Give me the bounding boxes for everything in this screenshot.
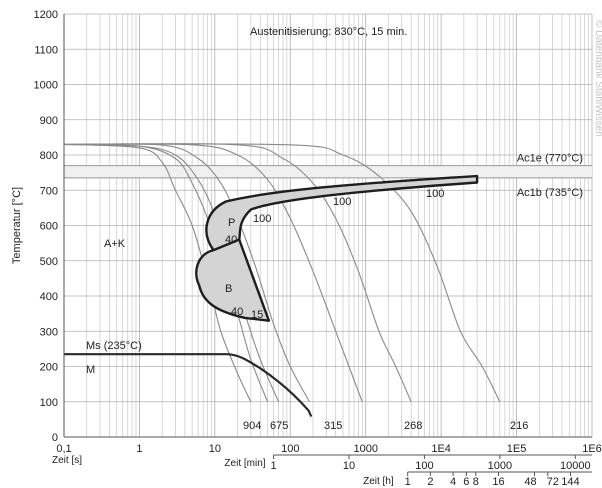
x-tick-label-s: 10: [209, 443, 221, 455]
annotation-label: 15: [251, 309, 263, 321]
chart-title: Austenitisierung: 830°C, 15 min.: [250, 26, 407, 38]
y-tick-label: 800: [40, 150, 58, 162]
y-tick-label: 300: [40, 326, 58, 338]
curve-end-label: 216: [510, 420, 528, 432]
cooling-curve-5: [63, 143, 363, 402]
x-tick-label-s: 1E4: [431, 443, 451, 455]
axes: [63, 14, 592, 476]
x-tick-label-h: 72: [547, 476, 559, 488]
curve-end-label: 315: [324, 420, 342, 432]
cooling-curve-4: [63, 143, 310, 403]
x-tick-label-s: 1E5: [507, 443, 527, 455]
curve-end-label: 675: [270, 420, 288, 432]
ms-line: [64, 353, 313, 418]
bainite-region: [195, 238, 271, 322]
y-tick-label: 600: [40, 221, 58, 233]
x-tick-label-h: 8: [473, 476, 479, 488]
x-tick-label-min: 1000: [488, 460, 512, 472]
x-tick-label-s: 100: [281, 443, 299, 455]
y-tick-label: 100: [40, 397, 58, 409]
curve-end-label: 904: [243, 420, 261, 432]
transformation-regions: [195, 174, 479, 322]
x-tick-label-h: 1: [405, 476, 411, 488]
y-tick-label: 1200: [34, 9, 58, 21]
x-tick-label-h: 48: [524, 476, 536, 488]
watermark: © Datenbank StahlWissen: [593, 20, 602, 137]
x-tick-label-min: 10: [343, 460, 355, 472]
y-tick-label: 700: [40, 185, 58, 197]
region-label-b: B: [225, 283, 232, 295]
ac-bands: [64, 165, 592, 179]
annotation-label: 40: [225, 234, 237, 246]
x-tick-label-h: 4: [450, 476, 456, 488]
region-label-m: M: [86, 364, 95, 376]
labels: 0100200300400500600700800900100011001200…: [11, 9, 602, 488]
ms-label: Ms (235°C): [86, 340, 142, 352]
x-tick-label-h: 6: [463, 476, 469, 488]
curve-end-label: 268: [404, 420, 422, 432]
y-tick-label: 0: [52, 432, 58, 444]
ac1b-label: Ac1b (735°C): [517, 187, 583, 199]
ac1e-label: Ac1e (770°C): [517, 153, 583, 165]
x-tick-label-h: 2: [427, 476, 433, 488]
x-tick-label-min: 1: [270, 460, 276, 472]
pearlite-region: [205, 174, 479, 252]
y-tick-label: 400: [40, 291, 58, 303]
annotation-label: 100: [426, 188, 444, 200]
x-axis-label-h: Zeit [h]: [363, 476, 394, 487]
region-label-p: P: [228, 217, 235, 229]
y-axis-label: Temperatur [°C]: [11, 187, 23, 264]
x-tick-label-h: 16: [492, 476, 504, 488]
y-tick-label: 200: [40, 362, 58, 374]
cooling-curve-7: [63, 143, 501, 403]
x-axis-label-s: Zeit [s]: [52, 455, 82, 466]
martensite-line: [64, 353, 313, 418]
x-tick-label-min: 100: [415, 460, 433, 472]
region-label-ak: A+K: [104, 238, 126, 250]
x-tick-label-s: 1: [136, 443, 142, 455]
cooling-curve-1: [63, 143, 252, 403]
y-tick-label: 900: [40, 115, 58, 127]
annotation-label: 100: [333, 196, 351, 208]
y-tick-label: 500: [40, 256, 58, 268]
x-tick-label-s: 1E6: [582, 443, 602, 455]
x-tick-label-min: 10000: [560, 460, 591, 472]
y-tick-label: 1100: [34, 44, 58, 56]
ac-band-fill: [64, 165, 592, 178]
x-axis-label-min: Zeit [min]: [224, 458, 265, 469]
y-tick-label: 1000: [34, 80, 58, 92]
x-tick-label-s: 0,1: [56, 443, 71, 455]
x-tick-label-h: 144: [561, 476, 579, 488]
cooling-curves: [63, 143, 501, 403]
annotation-label: 100: [253, 213, 271, 225]
x-tick-label-s: 1000: [353, 443, 377, 455]
annotation-label: 40: [231, 306, 243, 318]
